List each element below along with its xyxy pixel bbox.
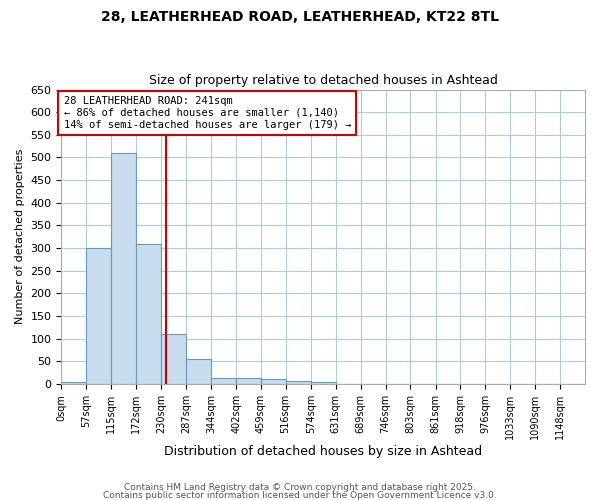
Bar [112,153,136,384]
Bar [211,378,236,384]
Bar [311,382,335,384]
Y-axis label: Number of detached properties: Number of detached properties [15,149,25,324]
Bar [261,380,286,384]
Bar [136,244,161,384]
Text: 28 LEATHERHEAD ROAD: 241sqm
← 86% of detached houses are smaller (1,140)
14% of : 28 LEATHERHEAD ROAD: 241sqm ← 86% of det… [64,96,351,130]
Bar [236,378,261,384]
X-axis label: Distribution of detached houses by size in Ashtead: Distribution of detached houses by size … [164,444,482,458]
Text: Contains HM Land Registry data © Crown copyright and database right 2025.: Contains HM Land Registry data © Crown c… [124,484,476,492]
Bar [86,248,112,384]
Title: Size of property relative to detached houses in Ashtead: Size of property relative to detached ho… [149,74,497,87]
Bar [286,381,311,384]
Bar [186,359,211,384]
Text: Contains public sector information licensed under the Open Government Licence v3: Contains public sector information licen… [103,491,497,500]
Bar [161,334,186,384]
Text: 28, LEATHERHEAD ROAD, LEATHERHEAD, KT22 8TL: 28, LEATHERHEAD ROAD, LEATHERHEAD, KT22 … [101,10,499,24]
Bar [61,382,86,384]
